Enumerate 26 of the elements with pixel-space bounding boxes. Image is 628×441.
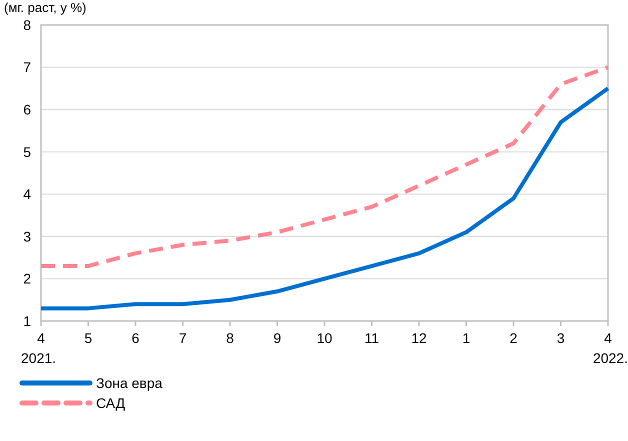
y-tick-label: 2 bbox=[23, 270, 32, 287]
x-tick-label: 6 bbox=[132, 330, 140, 346]
x-tick-label: 5 bbox=[84, 330, 92, 346]
y-tick-label: 1 bbox=[23, 312, 32, 329]
x-tick-label: 10 bbox=[316, 330, 332, 346]
line-series bbox=[39, 86, 610, 310]
x-tick-label: 7 bbox=[178, 330, 187, 346]
legend-label: Зона евра bbox=[96, 374, 163, 391]
y-tick-label: 4 bbox=[23, 186, 32, 202]
y-tick-label: 7 bbox=[23, 59, 32, 76]
y-tick-label: 8 bbox=[23, 16, 32, 33]
x-tick-label: 3 bbox=[556, 330, 565, 346]
x-tick-label: 8 bbox=[226, 330, 234, 346]
x-tick-label: 2 bbox=[510, 330, 518, 346]
x-tick-label: 1 bbox=[462, 330, 470, 346]
x-tick-label: 4 2021. bbox=[21, 330, 56, 366]
y-tick-label: 5 bbox=[23, 144, 32, 160]
x-tick-label: 11 bbox=[364, 330, 380, 346]
line-series bbox=[39, 65, 610, 268]
legend-label: САД bbox=[96, 394, 126, 411]
x-tick-label: 9 bbox=[273, 330, 282, 346]
x-tick-label: 4 2022. bbox=[592, 330, 628, 366]
x-tick-label: 12 bbox=[411, 330, 427, 346]
y-tick-label: 3 bbox=[23, 228, 32, 244]
y-tick-label: 6 bbox=[23, 101, 32, 118]
y-axis-title: (мг. раст, у %) bbox=[4, 0, 86, 15]
